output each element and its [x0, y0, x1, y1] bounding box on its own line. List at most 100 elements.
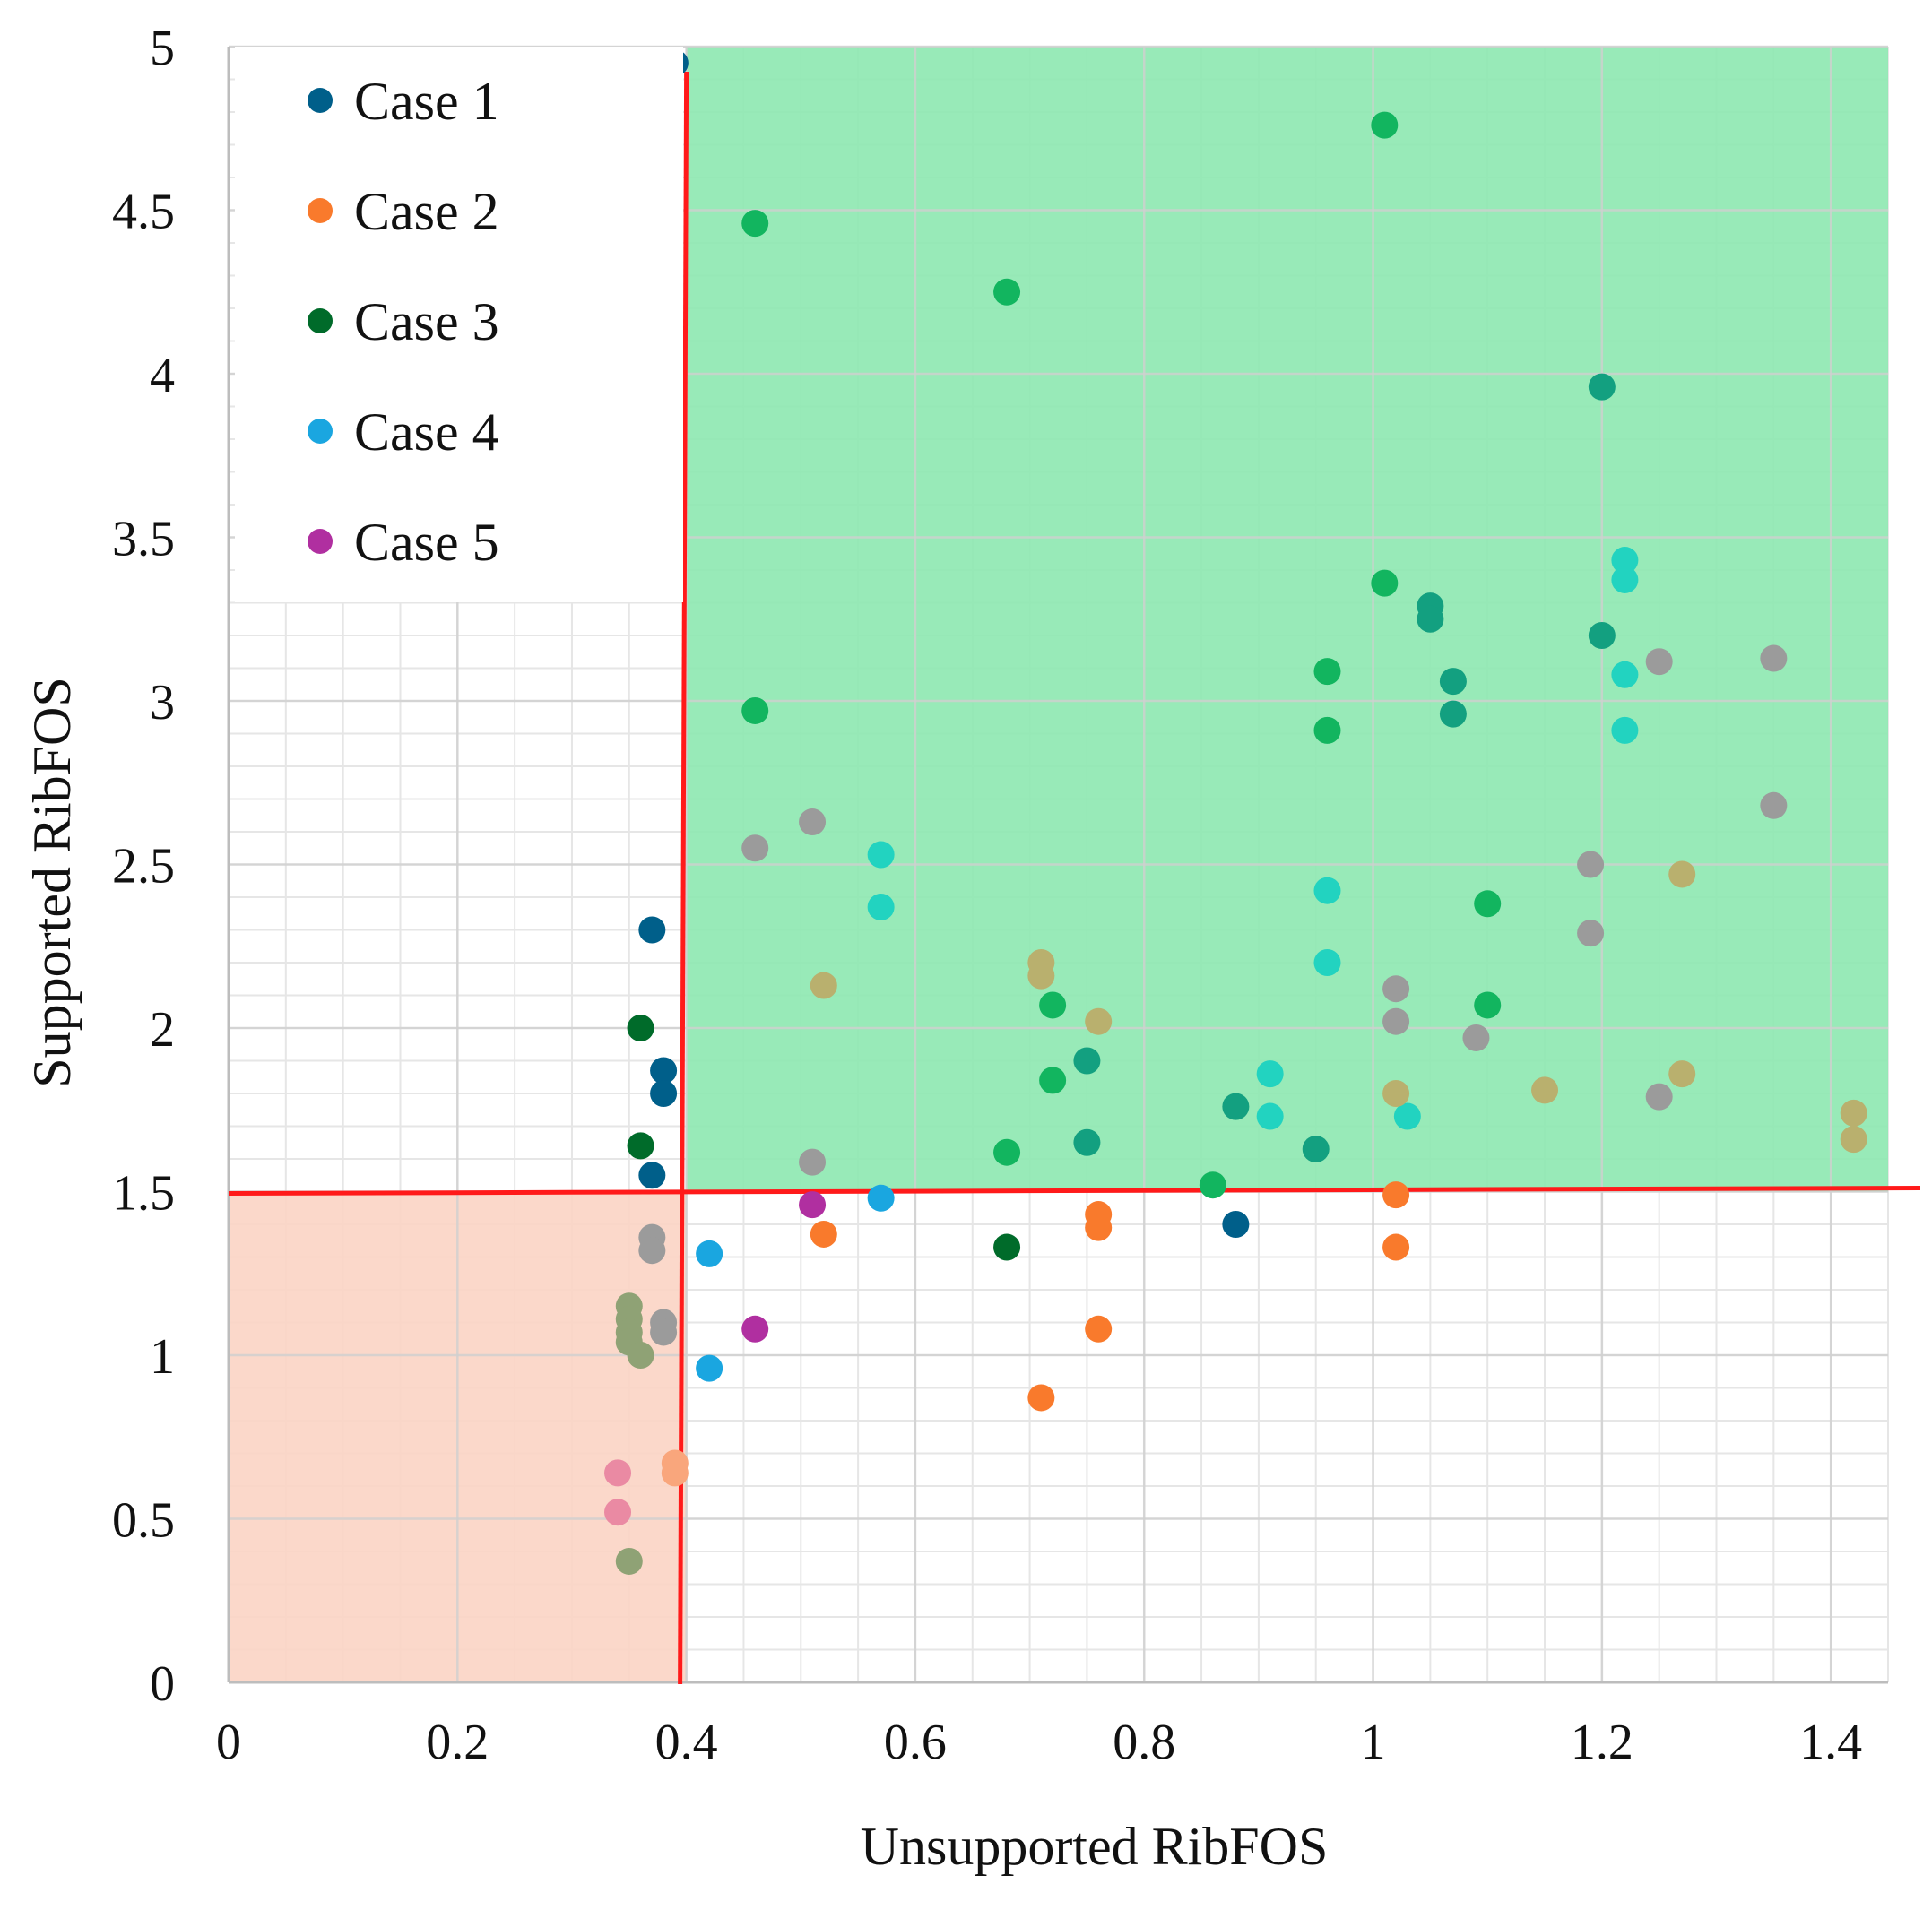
data-point [1371, 569, 1399, 597]
data-point [1302, 1136, 1330, 1163]
data-point [1382, 1080, 1410, 1107]
data-point [1027, 1384, 1055, 1412]
data-point [993, 1138, 1021, 1166]
y-tick-label: 1.5 [112, 1166, 175, 1222]
data-point [867, 893, 895, 920]
data-point [1611, 661, 1639, 688]
data-point [604, 1459, 632, 1487]
y-tick-label: 0.5 [112, 1493, 175, 1549]
data-point [1313, 658, 1341, 686]
tick-labels: 0 0.2 0.4 0.6 0.8 1 1.2 1.4 0 0.5 1 1.5 2 2.5 3 3.5 4 4.5… [112, 21, 1862, 1770]
legend-marker [308, 529, 333, 554]
data-point [1073, 1047, 1101, 1075]
legend-label: Case 1 [354, 72, 499, 131]
data-point [615, 1547, 643, 1575]
data-point [696, 1354, 723, 1382]
y-tick-label: 3 [150, 675, 175, 730]
data-point [661, 1459, 689, 1487]
data-point [1645, 1083, 1673, 1111]
data-point [1439, 668, 1467, 696]
data-point [1199, 1171, 1226, 1199]
data-point [1668, 860, 1696, 888]
x-tick-label: 0.6 [884, 1715, 947, 1770]
legend-label: Case 4 [354, 402, 499, 462]
data-point [1439, 700, 1467, 728]
legend-label: Case 5 [354, 513, 499, 572]
y-tick-label: 0 [150, 1656, 175, 1712]
x-tick-label: 1.4 [1799, 1715, 1862, 1770]
data-point [1760, 791, 1788, 819]
data-point [1588, 622, 1616, 649]
data-point [1531, 1076, 1559, 1104]
legend-label: Case 2 [354, 182, 499, 241]
data-point [1313, 716, 1341, 744]
data-point [1760, 644, 1788, 672]
y-tick-label: 2 [150, 1002, 175, 1058]
data-point [1474, 890, 1502, 918]
data-point [1382, 1233, 1410, 1261]
data-point [627, 1015, 654, 1041]
data-point [638, 916, 666, 944]
data-point [1027, 962, 1055, 990]
data-point [1085, 1315, 1113, 1343]
data-point [1577, 920, 1605, 947]
data-point [1462, 1024, 1490, 1051]
data-point [638, 1162, 666, 1189]
x-tick-label: 0.8 [1113, 1715, 1175, 1770]
data-point [1256, 1102, 1284, 1130]
data-point [867, 841, 895, 869]
threshold-lines [228, 71, 1921, 1685]
x-tick-label: 0.4 [655, 1715, 718, 1770]
data-point [867, 1184, 895, 1212]
y-threshold-line [228, 1186, 1921, 1196]
y-axis-title: Supported RibFOS [22, 677, 82, 1087]
x-axis-title: Unsupported RibFOS [861, 1817, 1329, 1876]
axes [227, 47, 1888, 1684]
data-point [1222, 1093, 1250, 1120]
data-point [993, 278, 1021, 306]
data-point [741, 696, 769, 724]
data-point [1039, 991, 1067, 1019]
data-point [1840, 1126, 1867, 1154]
x-tick-label: 1 [1361, 1715, 1386, 1770]
data-point [1577, 851, 1605, 878]
data-point [993, 1233, 1021, 1261]
data-point [1085, 1214, 1113, 1241]
legend: Case 1 Case 2 Case 3 Case 4 Case 5 [235, 47, 683, 602]
safe-region [686, 47, 1889, 1192]
data-point [1222, 1211, 1250, 1238]
data-point [741, 210, 769, 238]
data-point [1382, 1181, 1410, 1209]
data-point [696, 1240, 723, 1267]
data-point [1611, 566, 1639, 593]
data-point [1645, 648, 1673, 676]
x-tick-label: 0 [216, 1715, 241, 1770]
data-point [799, 808, 827, 836]
y-tick-label: 4.5 [112, 185, 175, 240]
shaded-regions [229, 47, 1889, 1682]
y-tick-label: 2.5 [112, 839, 175, 895]
data-point [799, 1191, 827, 1219]
data-point [810, 972, 837, 999]
y-tick-label: 3.5 [112, 512, 175, 567]
data-point [1371, 111, 1399, 139]
data-point [1382, 1007, 1410, 1035]
data-point [627, 1342, 654, 1369]
data-point [1256, 1060, 1284, 1088]
legend-label: Case 3 [354, 292, 499, 351]
data-point [741, 834, 769, 862]
y-tick-label: 5 [150, 21, 175, 76]
legend-marker [308, 198, 333, 223]
legend-marker [308, 308, 333, 333]
data-point [741, 1315, 769, 1343]
data-point [1611, 716, 1639, 744]
y-tick-label: 1 [150, 1329, 175, 1385]
data-point [1085, 1007, 1113, 1035]
legend-marker [308, 88, 333, 113]
data-point [1611, 547, 1639, 575]
data-point [650, 1057, 678, 1085]
data-point [638, 1237, 666, 1265]
data-points [604, 49, 1867, 1575]
